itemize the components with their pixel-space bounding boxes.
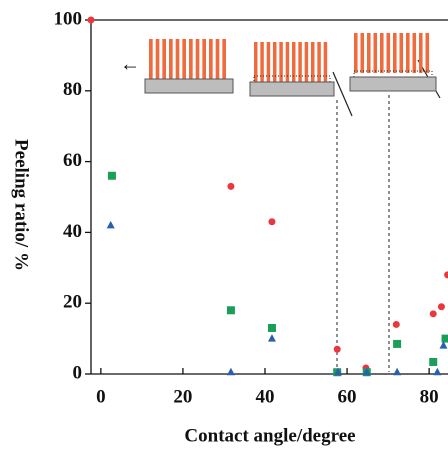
point xyxy=(106,220,115,229)
pointer xyxy=(332,71,353,117)
x-axis-label: Contact angle/degree xyxy=(184,425,355,446)
pillar xyxy=(412,33,417,73)
point xyxy=(429,357,438,366)
pillar xyxy=(367,33,371,73)
pillar xyxy=(169,39,173,79)
x-tick-label: 60 xyxy=(338,386,357,407)
pillar xyxy=(162,39,166,79)
point xyxy=(226,306,235,315)
substrate xyxy=(144,78,234,94)
point xyxy=(393,367,402,376)
pillar xyxy=(399,33,404,73)
pillar xyxy=(292,42,296,82)
point xyxy=(107,171,116,180)
point xyxy=(267,334,276,342)
pillar xyxy=(189,39,193,79)
pillar xyxy=(209,39,213,79)
y-tick-label: 20 xyxy=(63,292,82,313)
point xyxy=(334,367,343,376)
pillar xyxy=(360,33,365,73)
pillar xyxy=(386,33,391,73)
pillar xyxy=(182,39,186,79)
substrate xyxy=(349,76,437,92)
pillar xyxy=(279,42,283,82)
pillar xyxy=(155,39,160,79)
pillar xyxy=(393,33,397,73)
pillar xyxy=(195,39,200,79)
point xyxy=(227,182,235,190)
y-tick-label: 40 xyxy=(63,221,82,242)
y-tick-label: 60 xyxy=(63,150,82,171)
pillar xyxy=(273,42,277,82)
point xyxy=(393,339,402,348)
point xyxy=(87,16,95,24)
pillar xyxy=(425,33,430,73)
y-tick-label: 100 xyxy=(54,8,83,29)
pillar xyxy=(260,42,264,82)
substrate xyxy=(249,81,335,97)
pillar xyxy=(149,39,153,79)
point xyxy=(444,271,448,279)
x-tick-label: 40 xyxy=(255,386,274,407)
point xyxy=(429,310,437,318)
pillar xyxy=(373,33,378,73)
pillar xyxy=(317,42,321,82)
pillar xyxy=(298,42,302,82)
arrow: ← xyxy=(120,54,140,76)
y-tick-label: 80 xyxy=(63,79,82,100)
pillar xyxy=(311,42,315,82)
inset-illustrations: ← xyxy=(120,33,441,372)
point xyxy=(392,320,400,328)
point xyxy=(437,303,445,311)
x-tick-label: 80 xyxy=(420,386,439,407)
pillar xyxy=(354,33,358,73)
pillar xyxy=(215,39,220,79)
pillar xyxy=(202,39,206,79)
pillar xyxy=(266,42,271,82)
pillar xyxy=(285,42,290,82)
x-tick-label: 20 xyxy=(173,386,192,407)
point xyxy=(267,323,276,332)
y-tick-label: 0 xyxy=(73,362,83,383)
point xyxy=(268,218,276,226)
pillar xyxy=(222,39,226,79)
pillar xyxy=(304,42,309,82)
pillar xyxy=(406,33,410,73)
point xyxy=(362,367,371,376)
point xyxy=(441,334,448,343)
pillar xyxy=(419,33,423,73)
point xyxy=(226,367,235,376)
point xyxy=(433,367,442,376)
point xyxy=(333,345,341,353)
pillar xyxy=(175,39,180,79)
pillar xyxy=(254,42,258,82)
y-axis-label: Peeling ratio/ % xyxy=(11,139,32,271)
pillar xyxy=(323,42,328,82)
x-tick-label: 0 xyxy=(96,386,106,407)
pillar xyxy=(380,33,384,73)
point xyxy=(439,341,448,349)
